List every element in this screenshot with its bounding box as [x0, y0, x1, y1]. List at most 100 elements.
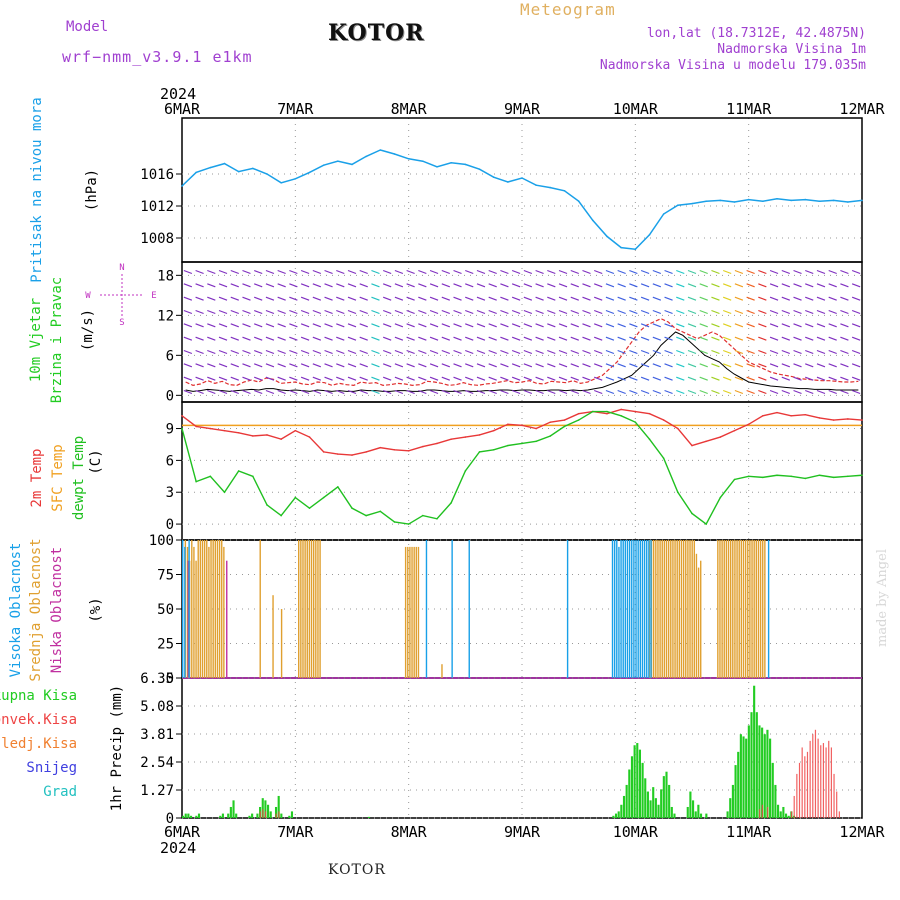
wind-barb: [605, 323, 615, 328]
mid-cloud-bar: [742, 540, 745, 678]
wind-barb: [722, 376, 732, 381]
wind-barb: [570, 376, 579, 381]
wind-barb: [300, 323, 310, 328]
wind-barb: [828, 349, 837, 355]
convective-precip-bar: [259, 811, 261, 818]
wind-barb: [746, 349, 755, 355]
pressure-point: [705, 200, 707, 202]
wind-barb: [535, 349, 544, 355]
wind-barb: [265, 296, 275, 301]
total-precip-bar: [694, 811, 697, 818]
wind-barb: [769, 389, 779, 395]
wind-barb: [382, 389, 392, 395]
wind-barb: [418, 389, 427, 395]
wind-barb: [769, 363, 779, 368]
mid-cloud-bar: [680, 540, 683, 678]
total-precip-bar: [692, 800, 695, 818]
wind-barb: [687, 336, 697, 341]
wind-barb: [418, 269, 427, 275]
y-tick-label: 1.27: [140, 783, 174, 799]
total-precip-bar: [739, 734, 742, 818]
high-cloud-bar: [616, 540, 618, 678]
wind-barb: [453, 349, 462, 355]
wind-barb: [547, 376, 556, 381]
dewpt-point: [804, 477, 807, 480]
wind-barb: [300, 283, 310, 288]
wind-barb: [629, 376, 638, 381]
high-cloud-bar: [639, 540, 642, 678]
wind-barb: [722, 296, 732, 301]
pressure-point: [266, 173, 268, 175]
wind-barb: [207, 309, 216, 315]
total-precip-bar: [729, 798, 732, 818]
wind-barb: [699, 269, 708, 275]
wind-barb: [300, 336, 310, 341]
wind-barb: [652, 376, 662, 381]
mid-cloud-bar: [310, 540, 313, 678]
wind-barb: [336, 323, 345, 328]
wind-barb: [300, 389, 310, 395]
wind-barb: [242, 349, 251, 355]
wind-barb: [699, 349, 708, 355]
wind-barb: [758, 363, 767, 368]
high-cloud-bar: [633, 540, 635, 678]
wind-barb: [265, 389, 275, 395]
wind-barb: [722, 323, 732, 328]
total-precip-bar: [636, 743, 639, 818]
pressure-point: [195, 171, 197, 174]
dewpt-point: [648, 438, 651, 440]
wind-barb: [605, 376, 615, 381]
wind-barb: [746, 389, 755, 395]
total-precip-bar: [232, 800, 235, 818]
mid-cloud-bar: [306, 540, 308, 678]
wind-barb: [734, 389, 744, 395]
wind-barb: [183, 349, 193, 355]
temp2m-point: [790, 415, 792, 417]
pressure-point: [832, 199, 835, 202]
pressure-point: [535, 184, 537, 186]
wind-barb: [511, 336, 521, 341]
wind-barb: [218, 296, 228, 301]
total-precip-bar: [761, 727, 764, 818]
temp2m-point: [804, 413, 807, 416]
wind-barb: [418, 323, 427, 328]
wind-barb: [277, 349, 286, 355]
high-cloud-bar: [620, 540, 622, 678]
convective-precip-bar: [820, 745, 822, 818]
low-cloud-bar: [226, 560, 228, 678]
total-precip-bar: [641, 762, 644, 818]
wind-barb: [593, 309, 603, 315]
wind-barb: [476, 376, 486, 381]
wind-barb: [500, 283, 509, 288]
mid-cloud-bar: [221, 540, 223, 678]
mid-cloud-bar: [223, 546, 225, 678]
pressure-point: [450, 162, 452, 164]
time-label-top: 8MAR: [391, 100, 428, 118]
dewpt-point: [365, 514, 367, 517]
wind-barb: [805, 309, 814, 315]
wind-barb: [523, 336, 533, 341]
wind-barb: [629, 309, 638, 315]
wind-barb: [207, 283, 216, 288]
mid-cloud-bar: [665, 540, 668, 678]
model-name: wrf−nmm_v3.9.1 e1km: [62, 48, 253, 66]
wind-barb: [676, 363, 685, 368]
temp2m-point: [662, 419, 665, 421]
wind-barb: [382, 336, 392, 341]
wind-barb: [324, 336, 333, 341]
wind-barb: [359, 376, 368, 381]
wind-barb: [465, 269, 474, 275]
wind-barb: [558, 336, 568, 341]
wind-barb: [805, 349, 814, 355]
wind-barb: [676, 389, 685, 395]
mid-cloud-bar: [212, 540, 214, 678]
wind-barb: [300, 363, 310, 368]
wind-barb: [394, 376, 404, 381]
wind-barb: [500, 389, 509, 395]
total-precip-bar: [660, 789, 663, 818]
mid-cloud-bar: [661, 540, 663, 678]
wind-barb: [406, 376, 415, 381]
total-precip-bar: [184, 813, 187, 818]
wind-barb: [746, 283, 755, 288]
y-tick-label: 3: [166, 485, 174, 501]
